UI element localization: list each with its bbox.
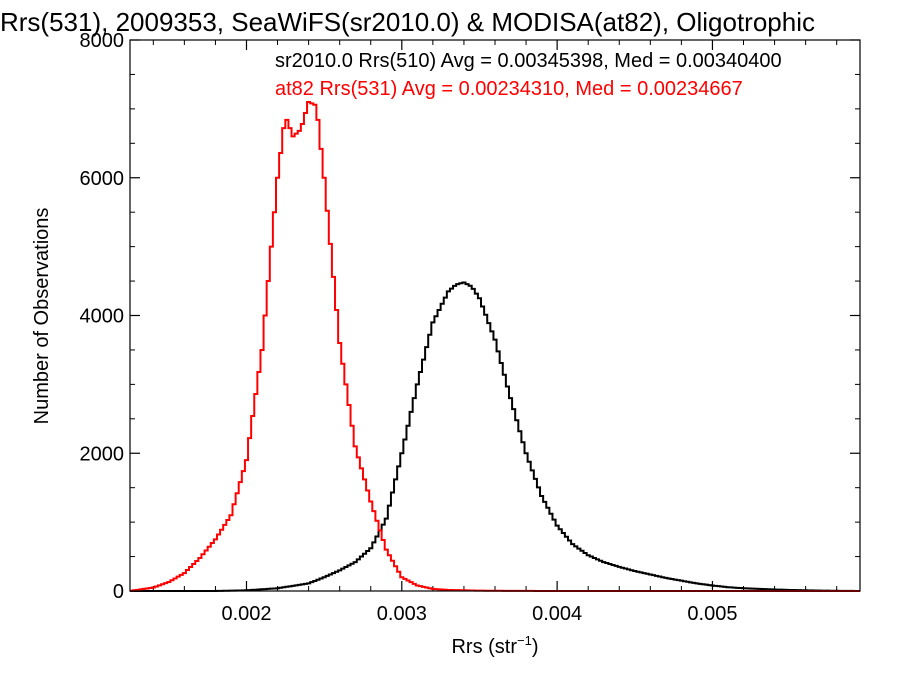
x-tick-label: 0.005 xyxy=(687,603,737,625)
y-tick-label: 0 xyxy=(113,581,124,603)
chart-title: Rrs(531), 2009353, SeaWiFS(sr2010.0) & M… xyxy=(0,7,815,37)
x-tick-label: 0.002 xyxy=(221,603,271,625)
plot-frame xyxy=(129,39,861,592)
series-line-black xyxy=(130,281,860,592)
series-layer xyxy=(130,100,860,592)
y-tick-label: 6000 xyxy=(80,168,125,190)
ann-red: at82 Rrs(531) Avg = 0.00234310, Med = 0.… xyxy=(275,78,743,100)
y-tick-label: 4000 xyxy=(80,306,125,328)
x-axis-ticks: 0.002 0.003 0.004 0.005 xyxy=(152,40,838,625)
y-tick-label: 2000 xyxy=(80,443,125,465)
ann-black: sr2010.0 Rrs(510) Avg = 0.00345398, Med … xyxy=(275,50,782,72)
x-axis-label: Rrs (str−1) xyxy=(451,633,538,658)
annotation-sr2010: sr2010.0 Rrs(510) Avg = 0.00345398, Med … xyxy=(275,50,782,72)
annotation-at82: at82 Rrs(531) Avg = 0.00234310, Med = 0.… xyxy=(275,78,743,100)
y-axis-label: Number of Observations xyxy=(31,208,53,425)
y-axis-ticks: 0 2000 4000 6000 8000 xyxy=(80,30,860,603)
x-tick-label: 0.004 xyxy=(532,603,582,625)
y-tick-label: 8000 xyxy=(80,30,125,52)
x-tick-label: 0.003 xyxy=(377,603,427,625)
series-line-red xyxy=(130,100,860,592)
